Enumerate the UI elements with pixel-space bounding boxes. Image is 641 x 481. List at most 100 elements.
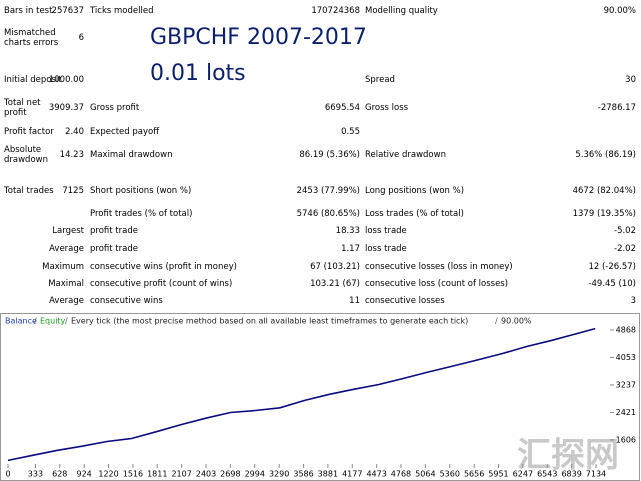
x-tick-label: 4768 xyxy=(391,470,411,479)
report-cell: 1000.00 xyxy=(48,75,84,85)
x-tick-label: 5951 xyxy=(488,470,508,479)
report-cell: 1379 (19.35%) xyxy=(572,209,636,219)
report-cell: consecutive losses xyxy=(365,296,445,306)
report-cell: 5.36% (86.19) xyxy=(575,150,636,160)
overlay-title: GBPCHF 2007-2017 xyxy=(150,25,367,50)
separator: / xyxy=(495,317,498,326)
report-cell: -49.45 (10) xyxy=(588,279,636,289)
x-tick-label: 3881 xyxy=(318,470,338,479)
report-cell: 3 xyxy=(630,296,636,306)
report-cell: Profit trades (% of total) xyxy=(90,209,193,219)
report-cell: 257637 xyxy=(51,6,84,16)
report-cell: 0.55 xyxy=(341,127,360,137)
overlay-lots: 0.01 lots xyxy=(150,61,246,86)
report-cell: consecutive wins xyxy=(90,296,163,306)
report-cell: 2.40 xyxy=(65,127,84,137)
report-cell: 18.33 xyxy=(335,226,360,236)
report-cell: -5.02 xyxy=(614,226,636,236)
report-cell: -2.02 xyxy=(614,244,636,254)
x-tick-label: 333 xyxy=(28,470,43,479)
y-tick-label: 4868 xyxy=(616,325,636,334)
y-tick-label: 4053 xyxy=(616,353,636,362)
report-cell: 6695.54 xyxy=(324,103,360,113)
x-tick-label: 3290 xyxy=(269,470,289,479)
quality: 90.00% xyxy=(501,317,532,326)
report-cell: 1.17 xyxy=(341,244,360,254)
report-cell: Initial deposit xyxy=(4,75,62,85)
report-cell: Total trades xyxy=(4,186,54,196)
report-cell: Maximal xyxy=(48,279,84,289)
x-tick-label: 2698 xyxy=(220,470,240,479)
report-cell: Average xyxy=(49,244,84,254)
balance-line xyxy=(7,327,596,462)
report-cell: Expected payoff xyxy=(90,127,160,137)
x-tick-label: 2403 xyxy=(196,470,216,479)
x-tick-label: 6839 xyxy=(561,470,581,479)
report-cell: profit trade xyxy=(90,244,138,254)
report-cell: Loss trades (% of total) xyxy=(365,209,464,219)
y-tick-label: 1606 xyxy=(616,435,636,444)
report-cell: Short positions (won %) xyxy=(90,186,192,196)
report-cell: 86.19 (5.36%) xyxy=(299,150,360,160)
report-cell: consecutive wins (profit in money) xyxy=(90,262,237,272)
report-cell: Total net profit xyxy=(4,98,41,118)
report-cell: Relative drawdown xyxy=(365,150,446,160)
y-tick-label: 3237 xyxy=(616,380,636,389)
report-cell: Profit factor xyxy=(4,127,54,137)
x-tick-label: 3586 xyxy=(293,470,313,479)
x-tick-label: 5656 xyxy=(464,470,484,479)
report-cell: consecutive loss (count of losses) xyxy=(365,279,509,289)
separator: / xyxy=(34,317,37,326)
report-cell: Long positions (won %) xyxy=(365,186,465,196)
report-cell: 2453 (77.99%) xyxy=(296,186,360,196)
x-tick-label: 7134 xyxy=(586,470,606,479)
report-cell: 6 xyxy=(78,33,84,43)
report-cell: loss trade xyxy=(365,244,407,254)
report-cell: Modelling quality xyxy=(365,6,438,16)
x-tick-label: 1516 xyxy=(123,470,143,479)
report-cell: -2786.17 xyxy=(597,103,636,113)
report-cell: 170724368 xyxy=(311,6,360,16)
report-cell: 7125 xyxy=(62,186,84,196)
report-cell: 30 xyxy=(625,75,636,85)
report-cell: Absolute drawdown xyxy=(4,145,48,165)
report-cell: Maximal drawdown xyxy=(90,150,173,160)
report-cell: Maximum xyxy=(42,262,84,272)
x-tick-label: 1220 xyxy=(98,470,118,479)
report-cell: 4672 (82.04%) xyxy=(572,186,636,196)
report-cell: 103.21 (67) xyxy=(310,279,360,289)
x-tick-label: 6543 xyxy=(537,470,557,479)
report-cell: Average xyxy=(49,296,84,306)
report-cell: Mismatched charts errors xyxy=(4,28,59,48)
report-cell: Gross profit xyxy=(90,103,140,113)
report-cell: 5746 (80.65%) xyxy=(296,209,360,219)
x-tick-label: 5064 xyxy=(415,470,435,479)
y-tick-label: 2421 xyxy=(616,408,636,417)
report-cell: Bars in test xyxy=(4,6,53,16)
x-tick-label: 4177 xyxy=(342,470,362,479)
report-cell: profit trade xyxy=(90,226,138,236)
x-tick-label: 6247 xyxy=(513,470,533,479)
report-cell: loss trade xyxy=(365,226,407,236)
report-cell: Ticks modelled xyxy=(90,6,154,16)
legend-balance: Balance xyxy=(5,317,37,326)
report-cell: Gross loss xyxy=(365,103,409,113)
report-cell: Spread xyxy=(365,75,395,85)
x-tick-label: 924 xyxy=(77,470,92,479)
report-cell: consecutive profit (count of wins) xyxy=(90,279,233,289)
report-cell: 11 xyxy=(349,296,360,306)
x-tick-label: 1811 xyxy=(147,470,167,479)
x-tick-label: 0 xyxy=(5,470,10,479)
report-cell: 12 (-26.57) xyxy=(588,262,636,272)
report-cell: 3909.37 xyxy=(48,103,84,113)
x-tick-label: 5360 xyxy=(440,470,460,479)
report-cell: 90.00% xyxy=(603,6,636,16)
separator: / xyxy=(65,317,68,326)
subtitle: Every tick (the most precise method base… xyxy=(71,317,468,326)
report-cell: 67 (103.21) xyxy=(310,262,360,272)
x-tick-label: 2994 xyxy=(245,470,265,479)
x-tick-label: 628 xyxy=(52,470,67,479)
x-tick-label: 4473 xyxy=(366,470,386,479)
